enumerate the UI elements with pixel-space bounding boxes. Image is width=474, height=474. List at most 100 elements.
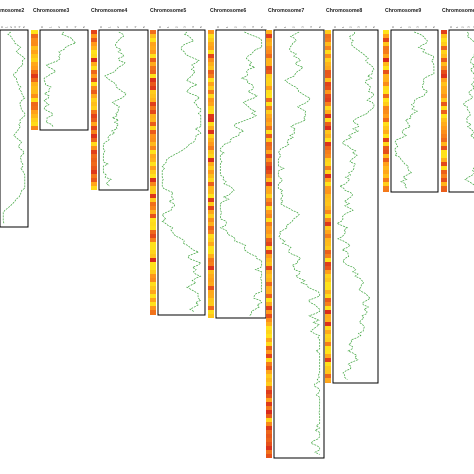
heat-segment	[266, 242, 272, 246]
heat-segment	[91, 66, 97, 70]
heat-segment	[441, 158, 447, 162]
heat-segment	[325, 290, 331, 294]
heat-segment	[150, 126, 156, 130]
heat-segment	[441, 74, 447, 78]
heat-segment	[208, 202, 214, 206]
heat-segment	[325, 286, 331, 290]
tick-label: 2	[349, 26, 353, 28]
heat-segment	[383, 74, 389, 78]
heat-segment	[150, 158, 156, 162]
heat-segment	[383, 126, 389, 130]
heat-segment	[266, 414, 272, 418]
tick-label: 0	[449, 26, 453, 28]
heat-segment	[208, 222, 214, 226]
heat-segment	[325, 266, 331, 270]
heat-segment	[266, 446, 272, 450]
heat-segment	[150, 306, 156, 310]
heat-segment	[150, 130, 156, 134]
heat-segment	[325, 138, 331, 142]
heat-segment	[383, 150, 389, 154]
heat-segment	[91, 42, 97, 46]
chromosome-title-0: Chromosome2	[0, 8, 24, 14]
heat-segment	[208, 110, 214, 114]
heat-segment	[266, 94, 272, 98]
heat-segment	[266, 406, 272, 410]
heat-segment	[325, 174, 331, 178]
heat-segment	[325, 254, 331, 258]
tick-label: 5	[82, 26, 86, 28]
heat-segment	[91, 138, 97, 142]
heat-segment	[383, 54, 389, 58]
heat-segment	[150, 174, 156, 178]
heat-segment	[31, 102, 38, 106]
heat-segment	[441, 102, 447, 106]
heat-segment	[266, 434, 272, 438]
heat-segment	[325, 30, 331, 34]
heat-segment	[91, 82, 97, 86]
heat-segment	[266, 130, 272, 134]
heat-segment	[208, 254, 214, 258]
heat-segment	[383, 86, 389, 90]
heat-segment	[150, 254, 156, 258]
heat-segment	[266, 122, 272, 126]
heat-segment	[208, 166, 214, 170]
heat-segment	[150, 154, 156, 158]
heat-segment	[208, 42, 214, 46]
heat-segment	[325, 38, 331, 42]
heat-segment	[31, 126, 38, 130]
heat-segment	[91, 86, 97, 90]
panel-frame-8	[448, 29, 474, 193]
heat-segment	[441, 182, 447, 186]
heat-segment	[266, 170, 272, 174]
heat-segment	[266, 46, 272, 50]
heat-segment	[91, 130, 97, 134]
heat-segment	[266, 230, 272, 234]
heat-segment	[325, 34, 331, 38]
heat-segment	[31, 54, 38, 58]
heat-segment	[208, 114, 214, 118]
tick-label: 1	[225, 26, 229, 28]
heat-segment	[150, 186, 156, 190]
heat-segment	[325, 62, 331, 66]
heat-segment	[266, 298, 272, 302]
heat-segment	[441, 142, 447, 146]
heat-segment	[91, 154, 97, 158]
heat-segment	[266, 326, 272, 330]
heat-segment	[383, 42, 389, 46]
heat-segment	[383, 154, 389, 158]
heat-segment	[150, 66, 156, 70]
heat-segment	[266, 402, 272, 406]
heat-segment	[91, 110, 97, 114]
tick-label: 3	[125, 26, 129, 28]
heat-segment	[208, 234, 214, 238]
tick-label: 3	[466, 26, 470, 28]
heat-segment	[150, 122, 156, 126]
tick-label: 3	[183, 26, 187, 28]
heat-segment	[150, 34, 156, 38]
heat-segment	[266, 306, 272, 310]
heat-segment	[208, 174, 214, 178]
heat-segment	[383, 30, 389, 34]
heat-segment	[208, 218, 214, 222]
heat-segment	[266, 178, 272, 182]
tick-label: 5	[260, 26, 264, 28]
heat-segment	[150, 166, 156, 170]
heat-segment	[325, 238, 331, 242]
heat-segment	[325, 282, 331, 286]
heat-segment	[31, 110, 38, 114]
heat-segment	[441, 126, 447, 130]
tick-label: 2	[407, 26, 411, 28]
panel-frame-3	[157, 29, 206, 316]
heat-segment	[266, 42, 272, 46]
heat-segment	[150, 198, 156, 202]
panel-frame-2	[98, 29, 149, 191]
heat-segment	[325, 94, 331, 98]
heat-segment	[441, 174, 447, 178]
heat-segment	[208, 238, 214, 242]
heat-segment	[208, 258, 214, 262]
heat-segment	[91, 62, 97, 66]
heat-segment	[208, 122, 214, 126]
heat-segment	[208, 82, 214, 86]
heat-segment	[150, 190, 156, 194]
heat-segment	[266, 454, 272, 458]
